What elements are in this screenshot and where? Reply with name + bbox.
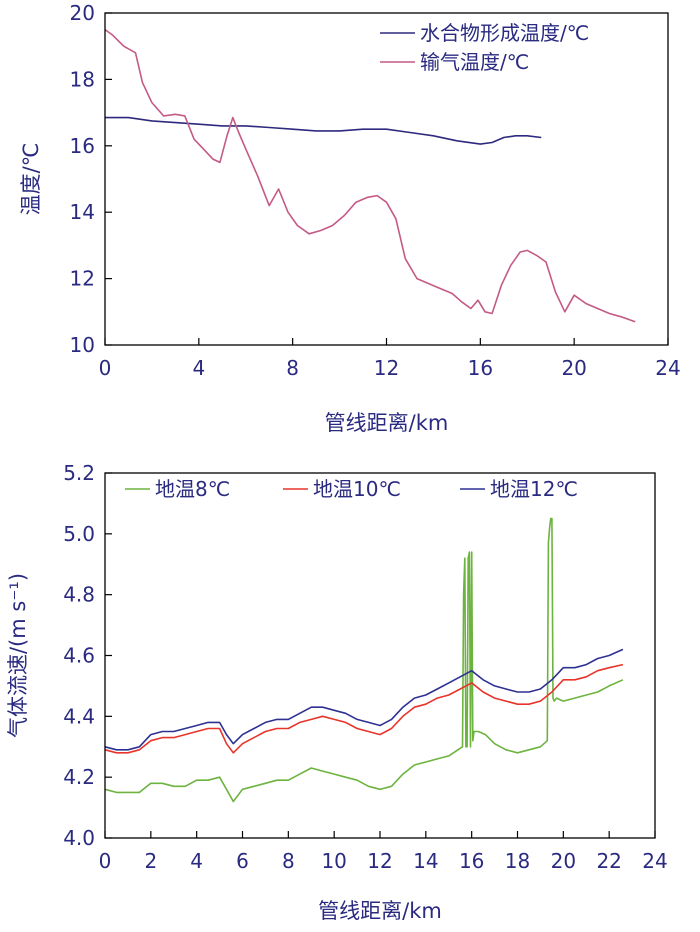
temperature-y-axis-label: 温度/℃ [19, 143, 43, 216]
temperature-series-group [104, 28, 636, 323]
x-tick-label: 0 [99, 849, 112, 873]
x-tick-label: 10 [321, 849, 346, 873]
velocity-x-axis-label: 管线距离/km [318, 899, 442, 923]
legend-entry: 地温12℃ [490, 477, 578, 501]
x-tick-label: 18 [505, 849, 530, 873]
velocity-ticks: 0 2 4 6 8 10 12 14 16 18 20 22 244.04.24.44.64.85.05… [63, 461, 668, 873]
velocity-y-axis-label: 气体流速/(m s⁻¹) [6, 573, 30, 738]
x-tick-label: 12 [367, 849, 392, 873]
x-tick-label: 4 [190, 849, 203, 873]
series-line-2 [104, 663, 624, 754]
y-tick-label: 5.2 [63, 461, 95, 485]
x-tick-label: 22 [596, 849, 621, 873]
y-tick-label: 5.0 [63, 522, 95, 546]
temperature-ticks: 0 4 8 12 16 20 24 10 12 14 16 18 20 [70, 1, 681, 380]
x-tick-label: 4 [192, 356, 205, 380]
temperature-chart: 0 4 8 12 16 20 24 10 12 14 16 18 20 管线距离/km 温度/℃ 水合物… [19, 1, 681, 435]
temperature-legend: 水合物形成温度/℃ 输气温度/℃ [380, 21, 589, 74]
y-tick-label: 10 [70, 333, 95, 357]
x-tick-label: 14 [413, 849, 438, 873]
y-tick-label: 14 [70, 200, 95, 224]
velocity-chart: 0 2 4 6 8 10 12 14 16 18 20 22 244.04.24.44.64.85.05… [6, 461, 668, 923]
y-tick-label: 16 [70, 134, 95, 158]
x-tick-label: 20 [561, 356, 586, 380]
x-tick-label: 2 [144, 849, 157, 873]
x-tick-label: 20 [551, 849, 576, 873]
series-line-3 [104, 648, 624, 751]
x-tick-label: 24 [655, 356, 680, 380]
temperature-x-axis-label: 管线距离/km [325, 411, 449, 435]
x-tick-label: 12 [374, 356, 399, 380]
legend-entry: 地温8℃ [155, 477, 230, 501]
x-tick-label: 0 [99, 356, 112, 380]
x-tick-label: 16 [468, 356, 493, 380]
legend-entry: 地温10℃ [313, 477, 401, 501]
series-line-1 [105, 116, 542, 145]
x-tick-label: 24 [642, 849, 667, 873]
x-tick-label: 8 [286, 356, 299, 380]
legend-entry: 水合物形成温度/℃ [420, 21, 589, 45]
x-tick-label: 16 [459, 849, 484, 873]
y-tick-label: 4.2 [63, 765, 95, 789]
velocity-legend: 地温8℃ 地温10℃ 地温12℃ [125, 477, 578, 501]
velocity-series-group [104, 517, 624, 803]
legend-entry: 输气温度/℃ [420, 50, 529, 74]
y-tick-label: 18 [70, 67, 95, 91]
series-line-1 [104, 517, 624, 803]
y-tick-label: 4.8 [63, 583, 95, 607]
velocity-plot-frame [104, 472, 656, 839]
y-tick-label: 4.6 [63, 644, 95, 668]
x-tick-label: 6 [236, 849, 249, 873]
x-tick-label: 8 [282, 849, 295, 873]
y-tick-label: 20 [70, 1, 95, 25]
y-tick-label: 4.0 [63, 826, 95, 850]
y-tick-label: 4.4 [63, 704, 95, 728]
y-tick-label: 12 [70, 267, 95, 291]
series-line-2 [104, 28, 636, 323]
